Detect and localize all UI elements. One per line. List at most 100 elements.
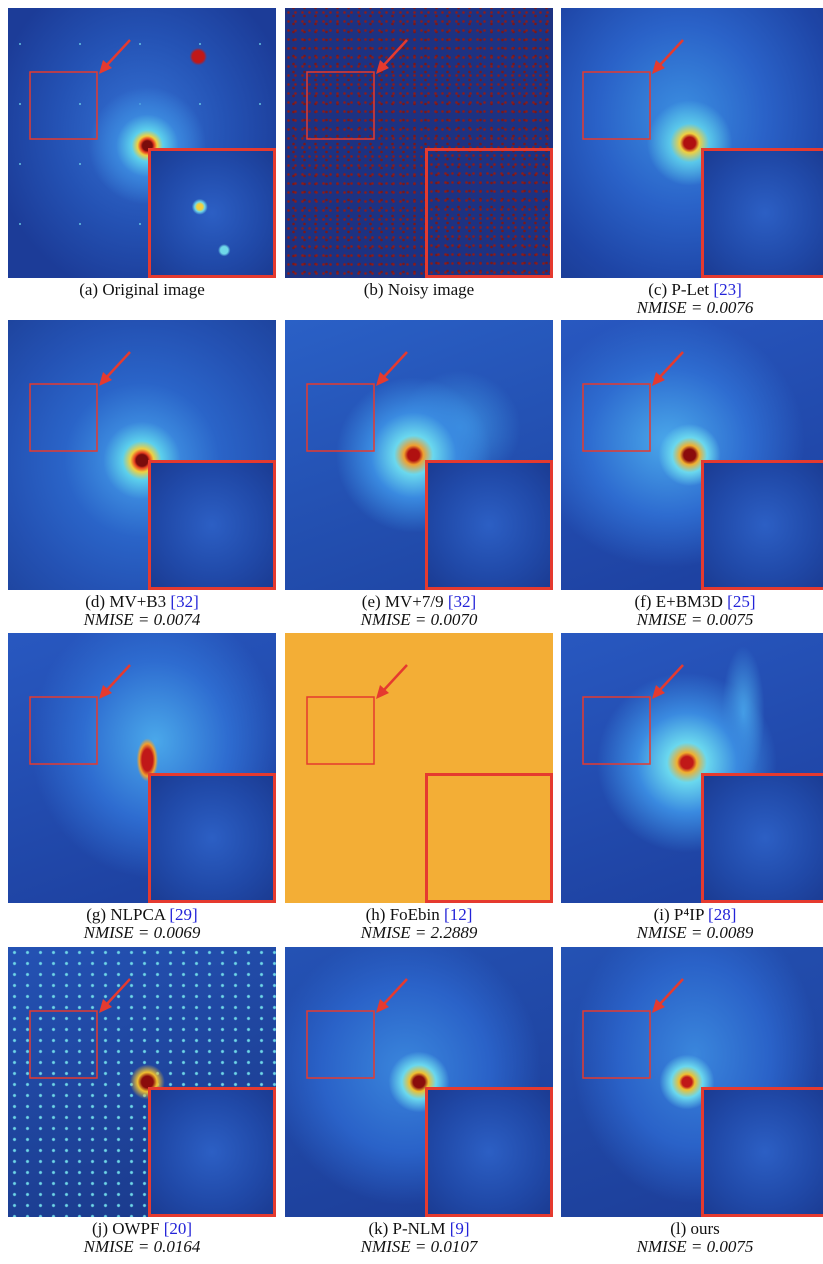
zoom-inset	[425, 460, 553, 590]
panel: (b) Noisy image	[285, 8, 553, 299]
panel: (i) P⁴IP [28]NMISE = 0.0089	[561, 633, 823, 942]
caption: (b) Noisy image	[285, 281, 553, 299]
citation: [32]	[170, 592, 198, 611]
result-image	[285, 633, 553, 903]
zoom-box	[307, 384, 374, 451]
caption: (c) P-Let [23]	[561, 281, 823, 299]
panel: (k) P-NLM [9]NMISE = 0.0107	[285, 947, 553, 1256]
citation: [28]	[708, 905, 736, 924]
panel: (d) MV+B3 [32]NMISE = 0.0074	[8, 320, 276, 629]
panel: (a) Original image	[8, 8, 276, 299]
metric: NMISE = 0.0164	[8, 1238, 276, 1256]
caption: (k) P-NLM [9]	[285, 1220, 553, 1238]
citation: [23]	[713, 280, 741, 299]
result-image	[8, 633, 276, 903]
caption-text: (k) P-NLM	[368, 1219, 445, 1238]
metric: NMISE = 0.0075	[561, 611, 823, 629]
panel: (g) NLPCA [29]NMISE = 0.0069	[8, 633, 276, 942]
zoom-inset	[425, 773, 553, 903]
result-image	[285, 8, 553, 278]
citation: [9]	[450, 1219, 470, 1238]
metric: NMISE = 0.0107	[285, 1238, 553, 1256]
zoom-box	[583, 697, 650, 764]
caption: (h) FoEbin [12]	[285, 906, 553, 924]
panel: (e) MV+7/9 [32]NMISE = 0.0070	[285, 320, 553, 629]
citation: [29]	[169, 905, 197, 924]
zoom-inset	[701, 460, 823, 590]
caption-text: (g) NLPCA	[86, 905, 165, 924]
caption: (a) Original image	[8, 281, 276, 299]
citation: [32]	[448, 592, 476, 611]
caption-text: (c) P-Let	[648, 280, 709, 299]
caption: (i) P⁴IP [28]	[561, 906, 823, 924]
arrow	[106, 40, 130, 66]
caption-text: (e) MV+7/9	[362, 592, 444, 611]
arrow	[106, 979, 130, 1005]
arrow	[383, 979, 407, 1005]
result-image	[8, 947, 276, 1217]
zoom-box	[307, 697, 374, 764]
caption-text: (h) FoEbin	[366, 905, 440, 924]
zoom-inset	[148, 148, 276, 278]
metric: NMISE = 0.0075	[561, 1238, 823, 1256]
zoom-inset	[148, 773, 276, 903]
zoom-inset	[701, 1087, 823, 1217]
caption: (d) MV+B3 [32]	[8, 593, 276, 611]
caption-text: (a) Original image	[79, 280, 205, 299]
arrow	[659, 352, 683, 378]
arrow	[106, 352, 130, 378]
panel: (j) OWPF [20]NMISE = 0.0164	[8, 947, 276, 1256]
arrow	[659, 979, 683, 1005]
zoom-box	[30, 1011, 97, 1078]
caption-text: (b) Noisy image	[364, 280, 474, 299]
zoom-inset	[148, 1087, 276, 1217]
zoom-box	[583, 1011, 650, 1078]
zoom-inset	[701, 148, 823, 278]
result-image	[8, 8, 276, 278]
metric: NMISE = 0.0089	[561, 924, 823, 942]
zoom-box	[583, 72, 650, 139]
zoom-box	[30, 72, 97, 139]
caption: (e) MV+7/9 [32]	[285, 593, 553, 611]
result-image	[285, 947, 553, 1217]
caption-text: (l) ours	[670, 1219, 720, 1238]
panel: (f) E+BM3D [25]NMISE = 0.0075	[561, 320, 823, 629]
citation: [12]	[444, 905, 472, 924]
citation: [20]	[164, 1219, 192, 1238]
arrow	[106, 665, 130, 691]
zoom-inset	[701, 773, 823, 903]
caption-text: (d) MV+B3	[85, 592, 166, 611]
zoom-box	[30, 384, 97, 451]
metric: NMISE = 0.0074	[8, 611, 276, 629]
result-image	[285, 320, 553, 590]
caption-text: (i) P⁴IP	[654, 905, 704, 924]
zoom-inset	[148, 460, 276, 590]
zoom-inset	[425, 148, 553, 278]
caption-text: (f) E+BM3D	[634, 592, 722, 611]
result-image	[561, 8, 823, 278]
arrow	[383, 665, 407, 691]
caption: (l) ours	[561, 1220, 823, 1238]
metric: NMISE = 2.2889	[285, 924, 553, 942]
metric: NMISE = 0.0070	[285, 611, 553, 629]
caption-text: (j) OWPF	[92, 1219, 160, 1238]
result-image	[8, 320, 276, 590]
arrow	[383, 352, 407, 378]
zoom-box	[30, 697, 97, 764]
caption: (f) E+BM3D [25]	[561, 593, 823, 611]
caption: (j) OWPF [20]	[8, 1220, 276, 1238]
citation: [25]	[727, 592, 755, 611]
figure: (a) Original image (b) Noisy image (c) P-L…	[0, 0, 823, 1264]
caption: (g) NLPCA [29]	[8, 906, 276, 924]
zoom-box	[307, 1011, 374, 1078]
zoom-box	[583, 384, 650, 451]
result-image	[561, 633, 823, 903]
panel: (c) P-Let [23]NMISE = 0.0076	[561, 8, 823, 317]
panel: (h) FoEbin [12]NMISE = 2.2889	[285, 633, 553, 942]
metric: NMISE = 0.0069	[8, 924, 276, 942]
arrow	[659, 665, 683, 691]
result-image	[561, 947, 823, 1217]
result-image	[561, 320, 823, 590]
arrow	[383, 40, 407, 66]
